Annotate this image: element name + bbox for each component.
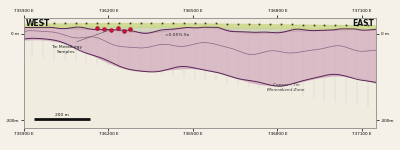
Text: >0.05% Sn: >0.05% Sn: [165, 33, 189, 37]
Text: EAST: EAST: [352, 19, 374, 28]
Text: 200 m: 200 m: [55, 112, 69, 117]
Text: Tin Metallurgy
Samples: Tin Metallurgy Samples: [51, 30, 109, 54]
Text: Copper - Tin
Mineralized Zone: Copper - Tin Mineralized Zone: [267, 83, 305, 92]
Text: WEST: WEST: [26, 19, 51, 28]
